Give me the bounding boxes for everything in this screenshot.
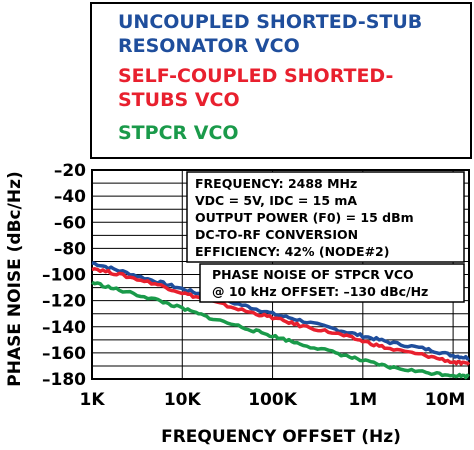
annotation-1-line-5: EFFICIENCY: 42% (NODE#2) (195, 244, 389, 259)
annotation-2-line-1: PHASE NOISE OF STPCR VCO (212, 267, 414, 282)
legend-series-1-line-2: RESONATOR VCO (118, 35, 300, 57)
y-tick-label: –80 (54, 239, 86, 259)
legend-series-3-line-1: STPCR VCO (118, 122, 239, 144)
annotation-1-line-2: VDC = 5V, IDC = 15 mA (195, 193, 357, 208)
annotation-2-line-2: @ 10 kHz OFFSET: –130 dBc/Hz (212, 284, 428, 299)
y-tick-label: –100 (42, 266, 86, 286)
x-axis-title: FREQUENCY OFFSET (Hz) (161, 427, 401, 447)
annotation-1-line-4: DC-TO-RF CONVERSION (195, 227, 358, 242)
series-line-2 (91, 267, 471, 366)
y-tick-label: –140 (42, 318, 86, 338)
x-tick-label: 1K (79, 390, 105, 410)
legend-box (90, 2, 472, 159)
x-tick-label: 10K (164, 390, 202, 410)
x-tick-label: 1M (348, 390, 377, 410)
y-tick-label: –180 (42, 370, 86, 390)
annotation-box-1 (186, 171, 465, 263)
y-axis-title: PHASE NOISE (dBc/Hz) (5, 171, 25, 386)
annotation-1-line-3: OUTPUT POWER (F0) = 15 dBm (195, 210, 414, 225)
series-line-3 (91, 280, 470, 380)
annotation-1-line-1: FREQUENCY: 2488 MHz (195, 176, 357, 191)
legend-series-2-line-2: STUBS VCO (118, 89, 240, 111)
series-layer (91, 261, 471, 380)
annotation-box-2 (199, 263, 465, 303)
x-tick-label: 10M (425, 390, 466, 410)
y-tick-label: –40 (54, 187, 86, 207)
legend-series-1-line-1: UNCOUPLED SHORTED-STUB (118, 11, 422, 33)
y-tick-label: –20 (54, 161, 86, 181)
legend-series-2-line-1: SELF-COUPLED SHORTED- (118, 65, 393, 87)
x-tick-label: 100K (248, 390, 297, 410)
y-tick-label: –60 (54, 213, 86, 233)
y-tick-label: –120 (42, 292, 86, 312)
series-line-1 (91, 261, 470, 361)
y-tick-label: –160 (42, 344, 86, 364)
